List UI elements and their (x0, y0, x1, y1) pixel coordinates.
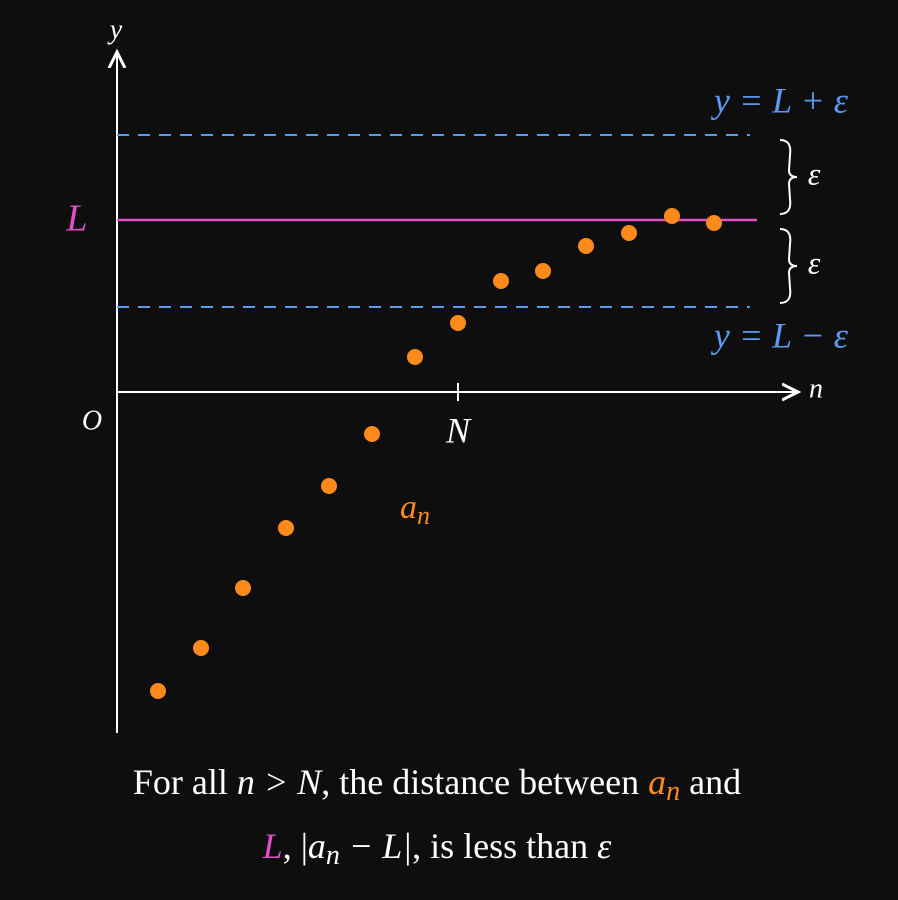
caption-part: n (666, 776, 680, 807)
caption-line: L, |an − L|, is less than ε (262, 826, 612, 871)
caption-part: , is less than (412, 826, 597, 866)
lower-label: y = L − ε (711, 315, 849, 355)
caption-part: L (262, 826, 283, 866)
point (235, 580, 251, 596)
point (150, 683, 166, 699)
n-tick-label: N (445, 410, 472, 450)
y-label: y (107, 14, 123, 45)
origin-label: O (82, 405, 102, 436)
caption-part: n (326, 840, 340, 871)
sequence-subscript: n (417, 501, 430, 530)
caption-part: , | (283, 826, 308, 866)
point (450, 315, 466, 331)
caption-part: a (308, 826, 326, 866)
caption-part: For all (133, 762, 237, 802)
point (364, 426, 380, 442)
sequence-points (150, 208, 722, 699)
x-label: n (809, 373, 823, 404)
sequence-symbol: a (400, 489, 417, 526)
epsilon-label: ε (808, 155, 821, 191)
sequence-label: an (400, 489, 430, 530)
caption-part: , the distance between (321, 762, 648, 802)
point (664, 208, 680, 224)
caption-part: ε (597, 826, 612, 866)
caption-part: and (680, 762, 741, 802)
limit-label: L (65, 198, 87, 240)
point (578, 238, 594, 254)
point (535, 263, 551, 279)
caption-line: For all n > N, the distance between an a… (133, 762, 741, 807)
upper-label: y = L + ε (711, 80, 849, 120)
epsilon-label: ε (808, 244, 821, 280)
caption-part: − L| (340, 826, 412, 866)
point (321, 478, 337, 494)
point (407, 349, 423, 365)
caption-part: a (648, 762, 666, 802)
brace (779, 139, 798, 215)
brace (779, 228, 798, 304)
point (621, 225, 637, 241)
point (706, 215, 722, 231)
point (193, 640, 209, 656)
point (493, 273, 509, 289)
caption-part: n > N (237, 762, 323, 802)
point (278, 520, 294, 536)
